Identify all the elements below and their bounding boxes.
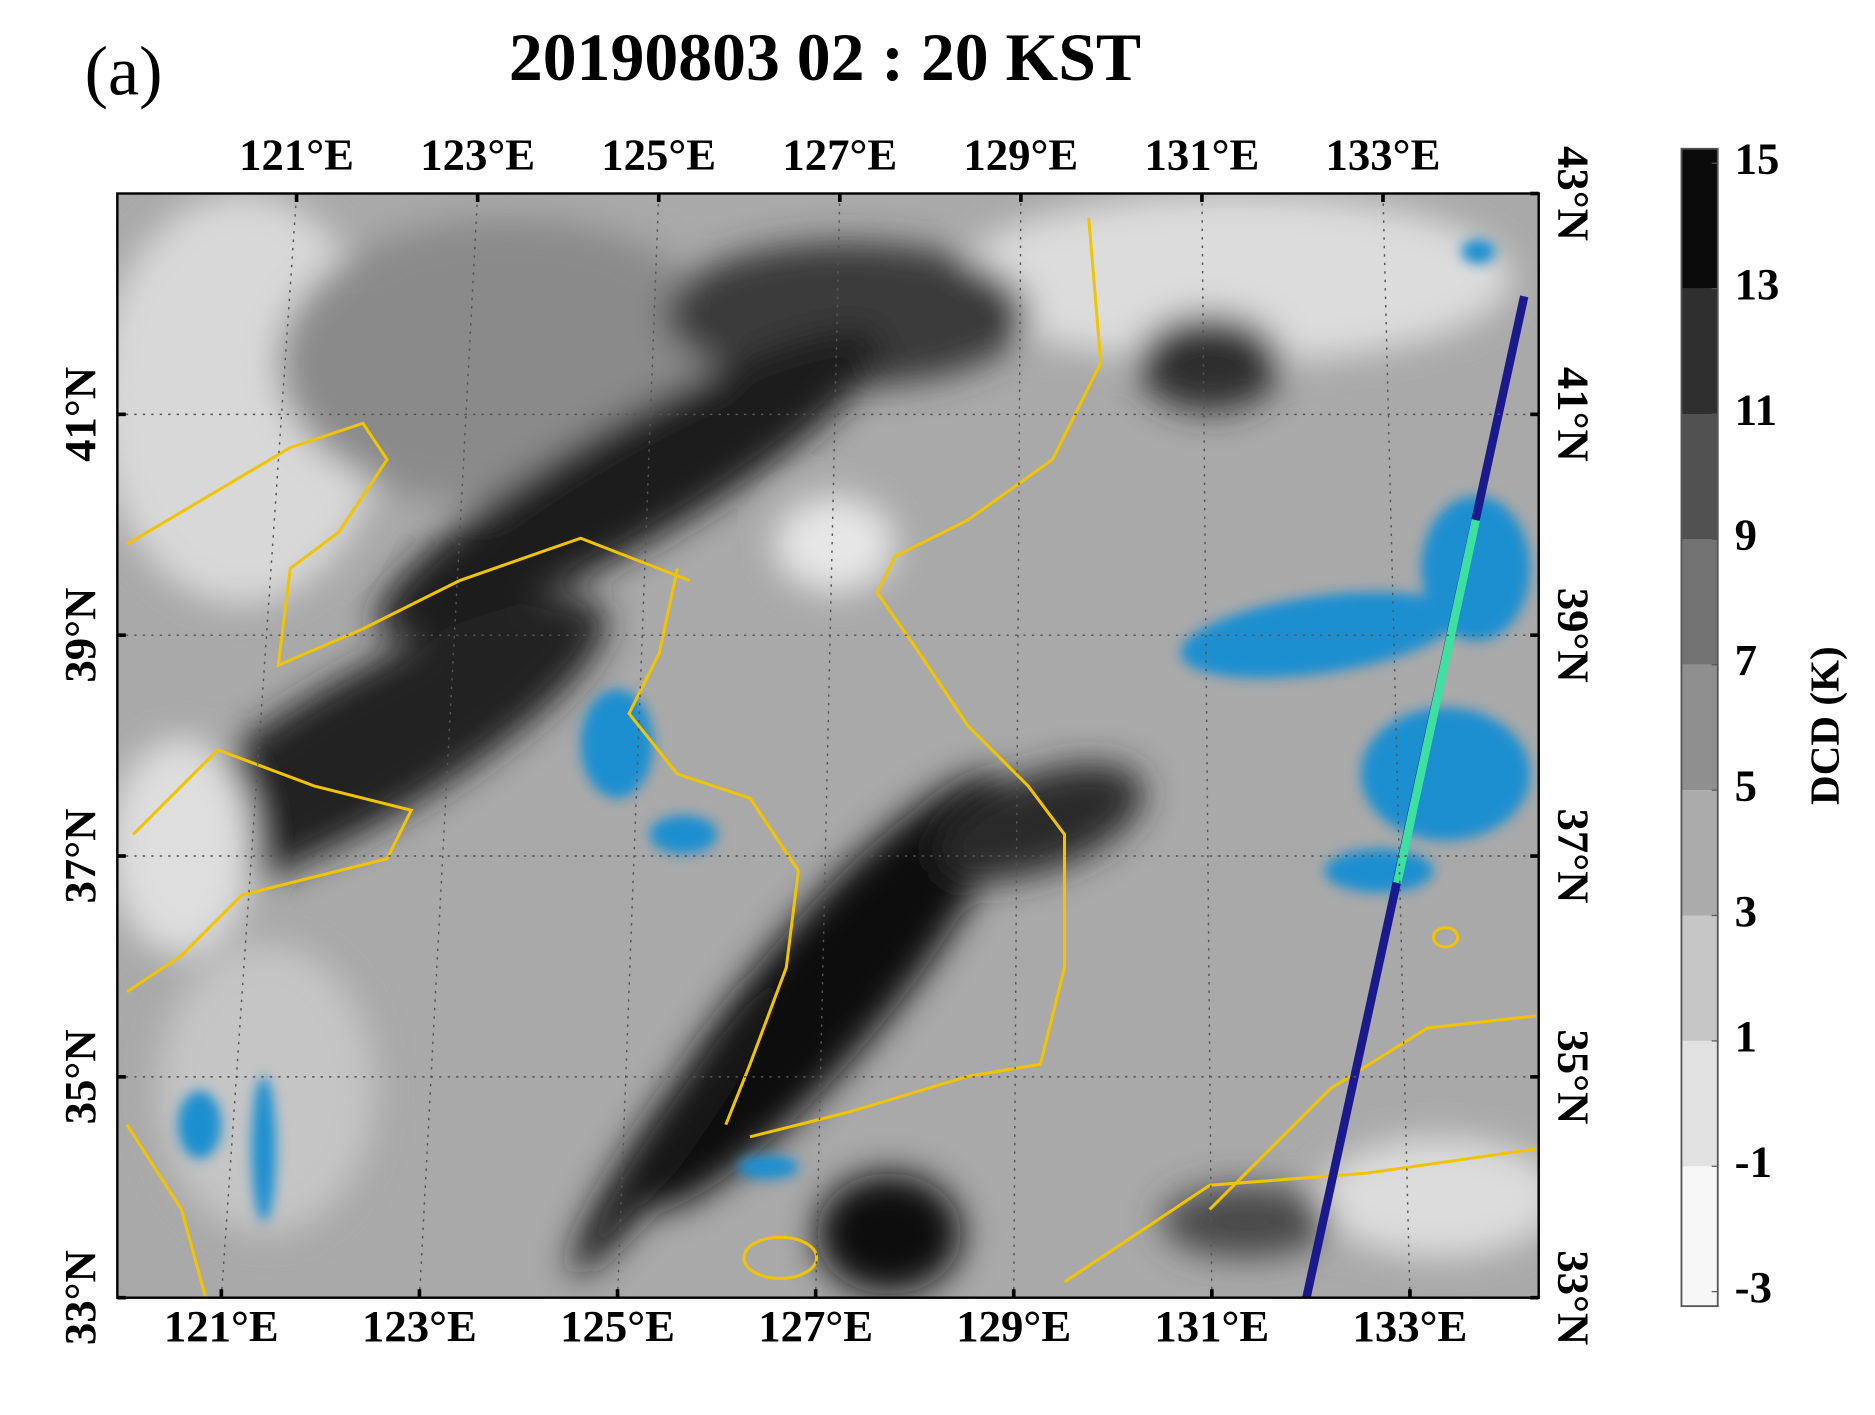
colorbar-bin [1681,915,1718,1041]
y-tick-label: 35°N [55,1029,105,1124]
track-detection [1393,519,1480,884]
colorbar-tick-label: 11 [1735,384,1777,434]
right-y-tick-label: 35°N [1549,1029,1599,1124]
colorbar-tick-label: 7 [1735,635,1757,685]
colorbar-tick-label: 3 [1735,886,1757,936]
right-y-tick-label: 33°N [1549,1250,1599,1345]
grid-line [1382,193,1411,1298]
right-y-tick-label: 39°N [1549,588,1599,683]
colorbar-tick-label: -3 [1735,1262,1772,1312]
colorbar-bin [1681,288,1718,415]
colorbar-tick-label: 15 [1735,134,1780,184]
x-tick-label: 121°E [164,1301,279,1351]
panel-label: (a) [85,32,163,110]
x-tick-label: 123°E [362,1301,477,1351]
top-x-tick-label: 131°E [1144,129,1259,179]
right-y-tick-label: 43°N [1549,146,1599,241]
top-x-tick-label: 121°E [239,129,354,179]
top-x-tick-label: 127°E [782,129,897,179]
top-x-tick-label: 133°E [1326,129,1441,179]
colorbar-bin [1681,1166,1718,1307]
y-tick-label: 37°N [55,809,105,904]
colorbar-tick-label: 13 [1735,259,1780,309]
right-y-tick-label: 41°N [1549,367,1599,462]
top-x-tick-label: 125°E [601,129,716,179]
colorbar-bin [1681,539,1718,665]
y-tick-label: 33°N [55,1250,105,1345]
colorbar-label: DCD (K) [1802,646,1849,805]
y-tick-label: 41°N [55,367,105,462]
x-tick-label: 133°E [1353,1301,1468,1351]
top-x-tick-label: 123°E [420,129,535,179]
x-tick-label: 127°E [758,1301,873,1351]
colorbar-bin [1681,148,1718,289]
grid-line [1201,193,1213,1298]
top-x-tick-label: 129°E [963,129,1078,179]
x-tick-label: 125°E [560,1301,675,1351]
colorbar-tick-label: 5 [1735,760,1757,810]
blue-patches [177,239,1531,1222]
colorbar-bin [1681,790,1718,916]
colorbar-frame [1680,147,1719,1308]
coastlines [125,217,1537,1298]
satellite-image [117,193,1539,1298]
grid-line [1013,193,1022,1298]
grid [117,192,1539,1299]
title: 20190803 02 : 20 KST [509,20,1141,95]
colorbar-bin [1681,1040,1718,1167]
colorbar-bin [1681,664,1718,791]
map-frame [116,192,1540,1299]
grid-line [814,193,841,1298]
colorbar-bin [1681,414,1718,540]
colorbar-tick-label: -1 [1735,1137,1772,1187]
grid-line [616,193,660,1298]
x-tick-label: 131°E [1154,1301,1269,1351]
y-tick-label: 39°N [55,588,105,683]
colorbar-tick-label: 9 [1735,510,1757,560]
right-y-tick-label: 37°N [1549,809,1599,904]
colorbar-tick-label: 1 [1735,1011,1757,1061]
x-tick-label: 129°E [956,1301,1071,1351]
